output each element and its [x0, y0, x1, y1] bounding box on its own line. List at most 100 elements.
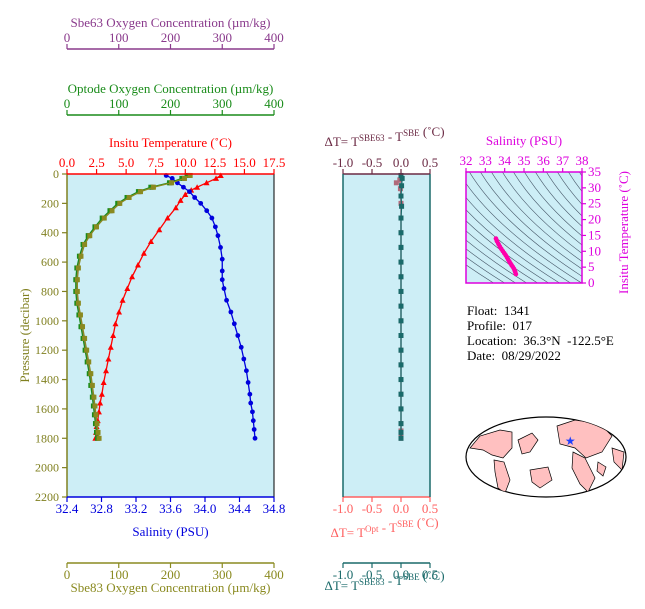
salinity-series-point	[181, 184, 186, 190]
profile-axes: 0200400600800100012001400160018002000220…	[17, 15, 285, 595]
delta-sbe83-point	[398, 406, 404, 412]
temperature-series-point	[100, 379, 107, 385]
salinity-tick-label: 33.2	[125, 501, 148, 516]
pressure-tick-label: 2200	[35, 490, 59, 504]
salinity-series-point	[192, 195, 198, 200]
salinity-series-point	[250, 418, 256, 424]
temperature-series-point	[140, 250, 147, 256]
temperature-series-point	[203, 179, 210, 186]
ts-y-tick-label: 25	[588, 196, 601, 211]
delta-sbe63-point	[397, 186, 403, 192]
sbe83-series-point	[137, 189, 143, 195]
label-part: (˚C)	[414, 515, 439, 530]
temperature-tick-label: 7.5	[148, 155, 164, 170]
optode-series-point	[148, 184, 154, 190]
profile-panel: 0200400600800100012001400160018002000220…	[17, 15, 285, 595]
sbe83-series-point	[89, 382, 95, 388]
pressure-tick-label: 0	[53, 167, 59, 181]
map-landmass	[469, 429, 513, 459]
float-id: Float: 1341	[467, 303, 530, 318]
ts-y-tick-label: 30	[588, 180, 601, 195]
sbe83-series-point	[96, 435, 102, 441]
salinity-series-point	[248, 400, 254, 406]
delta-sbe63-tick-label: 0.5	[422, 155, 438, 170]
delta-sbe83-line	[400, 175, 403, 439]
salinity-series-point	[251, 427, 257, 432]
label-part: - T	[385, 573, 404, 588]
pressure-tick-label: 1400	[35, 373, 59, 387]
label-part: ΔT= T	[330, 525, 365, 540]
density-contour	[469, 172, 582, 277]
delta-sbe63-tick-label: -1.0	[333, 155, 354, 170]
ts-x-tick-label: 34	[498, 153, 512, 168]
temperature-series-point	[156, 226, 163, 233]
delta-opt-tick-label: -0.5	[362, 501, 383, 516]
sbe83-series-point	[75, 300, 81, 306]
optode-tick-label: 100	[109, 96, 129, 111]
ts-x-tick-label: 36	[537, 153, 551, 168]
label-part: Opt	[365, 524, 379, 534]
salinity-series-point	[187, 189, 192, 195]
salinity-series-point	[215, 233, 221, 239]
sbe63-tick-label: 400	[264, 30, 284, 45]
sbe63-axis-label: Sbe63 Oxygen Concentration (µm/kg)	[71, 15, 271, 30]
sbe83-series-point	[169, 180, 175, 186]
density-contour	[466, 220, 550, 283]
temperature-series-point	[182, 191, 189, 198]
temperature-series-point	[124, 285, 131, 292]
delta-sbe83-point	[398, 377, 404, 383]
delta-series	[393, 172, 405, 441]
ts-plot-area	[465, 171, 583, 284]
delta-sbe83-point	[398, 288, 404, 294]
pressure-tick-label: 600	[41, 255, 59, 269]
density-contour	[513, 172, 582, 246]
sbe83-series-point	[88, 371, 94, 377]
map-landmass	[596, 461, 607, 477]
salinity-series-point	[244, 368, 249, 374]
salinity-series-point	[221, 286, 227, 291]
salinity-tick-label: 34.8	[263, 501, 286, 516]
salinity-series-point	[231, 321, 237, 327]
delta-opt-tick-label: 0.5	[422, 501, 438, 516]
delta-sbe83-point	[398, 435, 404, 441]
temperature-tick-label: 15.0	[233, 155, 256, 170]
delta-sbe83-tick-label: -0.5	[362, 567, 383, 582]
optode-tick-label: 300	[213, 96, 233, 111]
density-contour	[466, 248, 517, 283]
temperature-tick-label: 0.0	[59, 155, 75, 170]
profile-series	[73, 172, 258, 441]
salinity-tick-label: 34.0	[194, 501, 217, 516]
salinity-series-point	[209, 215, 215, 221]
delta-sbe83-point	[398, 421, 404, 427]
ts-x-tick-label: 37	[556, 153, 570, 168]
sbe83-series-point	[84, 347, 90, 353]
temperature-series-point	[97, 400, 104, 406]
delta-sbe83-tick-label: 0.0	[393, 567, 409, 582]
ts-x-tick-label: 38	[576, 153, 589, 168]
pressure-tick-label: 1600	[35, 402, 59, 416]
delta-sbe63-tick-label: 0.0	[393, 155, 409, 170]
delta-sbe63-tick-label: -0.5	[362, 155, 383, 170]
sbe83-series-point	[95, 429, 101, 435]
ts-y-axis-label: Insitu Temperature (˚C)	[616, 171, 631, 294]
salinity-series-point	[245, 380, 251, 385]
salinity-series-point	[198, 200, 204, 206]
ts-y-tick-label: 35	[588, 164, 601, 179]
salinity-series-point	[219, 268, 225, 274]
temperature-series-point	[119, 297, 126, 303]
temperature-tick-label: 12.5	[203, 155, 226, 170]
label-part: SBE63	[359, 133, 385, 143]
delta-sbe83-point	[398, 215, 404, 221]
temperature-series-point	[107, 344, 114, 350]
delta-panel: -1.0 -0.5 0.0 0.5ΔT= TSBE63 - TSBE (˚C)-1.0…	[324, 124, 444, 593]
pressure-axis-label: Pressure (decibar)	[17, 288, 32, 382]
salinity-series-point	[228, 309, 234, 315]
delta-sbe83-point	[398, 274, 404, 280]
sbe83-series-point	[101, 215, 107, 221]
temperature-series-point	[213, 175, 220, 181]
sbe83-series-point	[86, 359, 92, 365]
ts-x-tick-label: 33	[479, 153, 492, 168]
salinity-series-point	[247, 391, 253, 397]
salinity-series-point	[224, 297, 229, 303]
